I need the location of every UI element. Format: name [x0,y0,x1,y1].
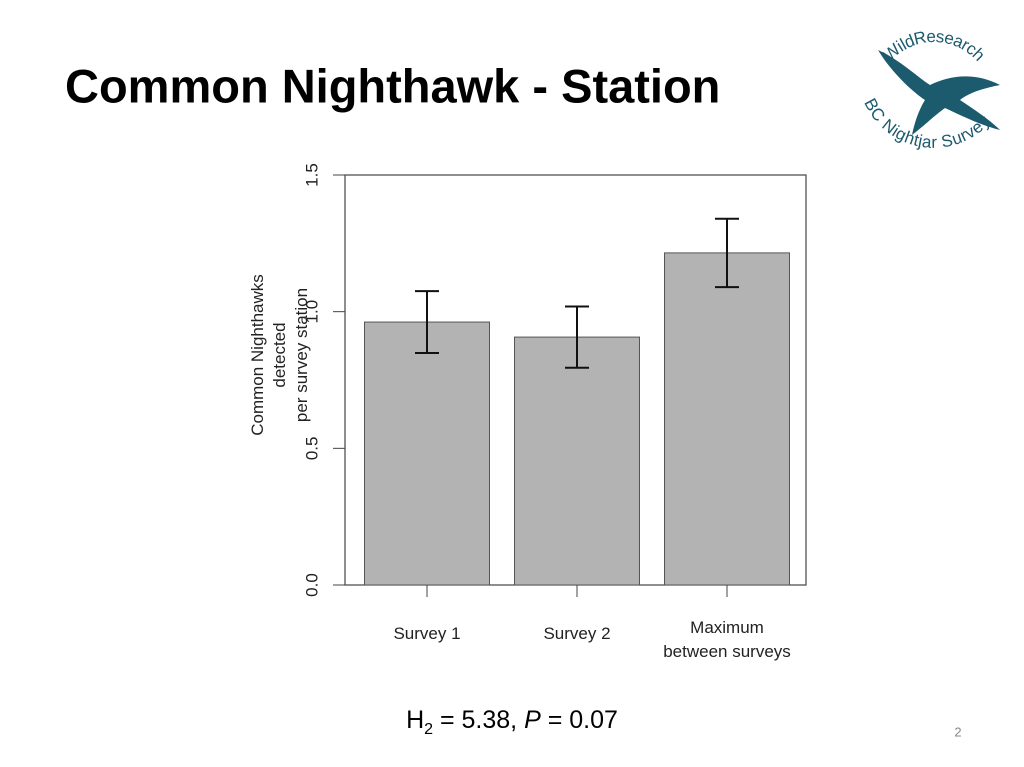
error-bar [565,305,589,369]
y-axis-label: Common Nighthawks detected per survey st… [248,274,311,436]
logo: WildResearch BC Nightjar Survey [860,27,1000,152]
logo-top-text: WildResearch [880,27,988,65]
p-symbol: P [524,706,541,734]
stat-value: = 5.38, [433,706,525,734]
y-tick-label: 0.0 [302,573,321,597]
y-tick-label: 1.5 [302,163,321,187]
p-value: = 0.07 [540,706,618,734]
x-tick-label: Maximum between surveys [663,618,791,661]
bar [514,336,640,586]
bird-icon [878,50,1000,135]
logo-top: WildResearch [880,27,988,65]
y-tick-label: 1.0 [302,300,321,324]
page-number: 2 [954,724,961,739]
slide-title: Common Nighthawk - Station [65,59,720,112]
error-bar [715,217,739,289]
stat-symbol: H [406,706,425,734]
bar [664,252,790,586]
x-tick-label: Survey 2 [543,624,611,643]
annotation: H2 = 5.38, P = 0.07 [0,706,1024,739]
error-bar [415,290,439,354]
y-tick-label: 0.5 [302,437,321,461]
bar [364,321,490,586]
stat-df: 2 [424,721,434,738]
x-tick-label: Survey 1 [393,624,461,643]
